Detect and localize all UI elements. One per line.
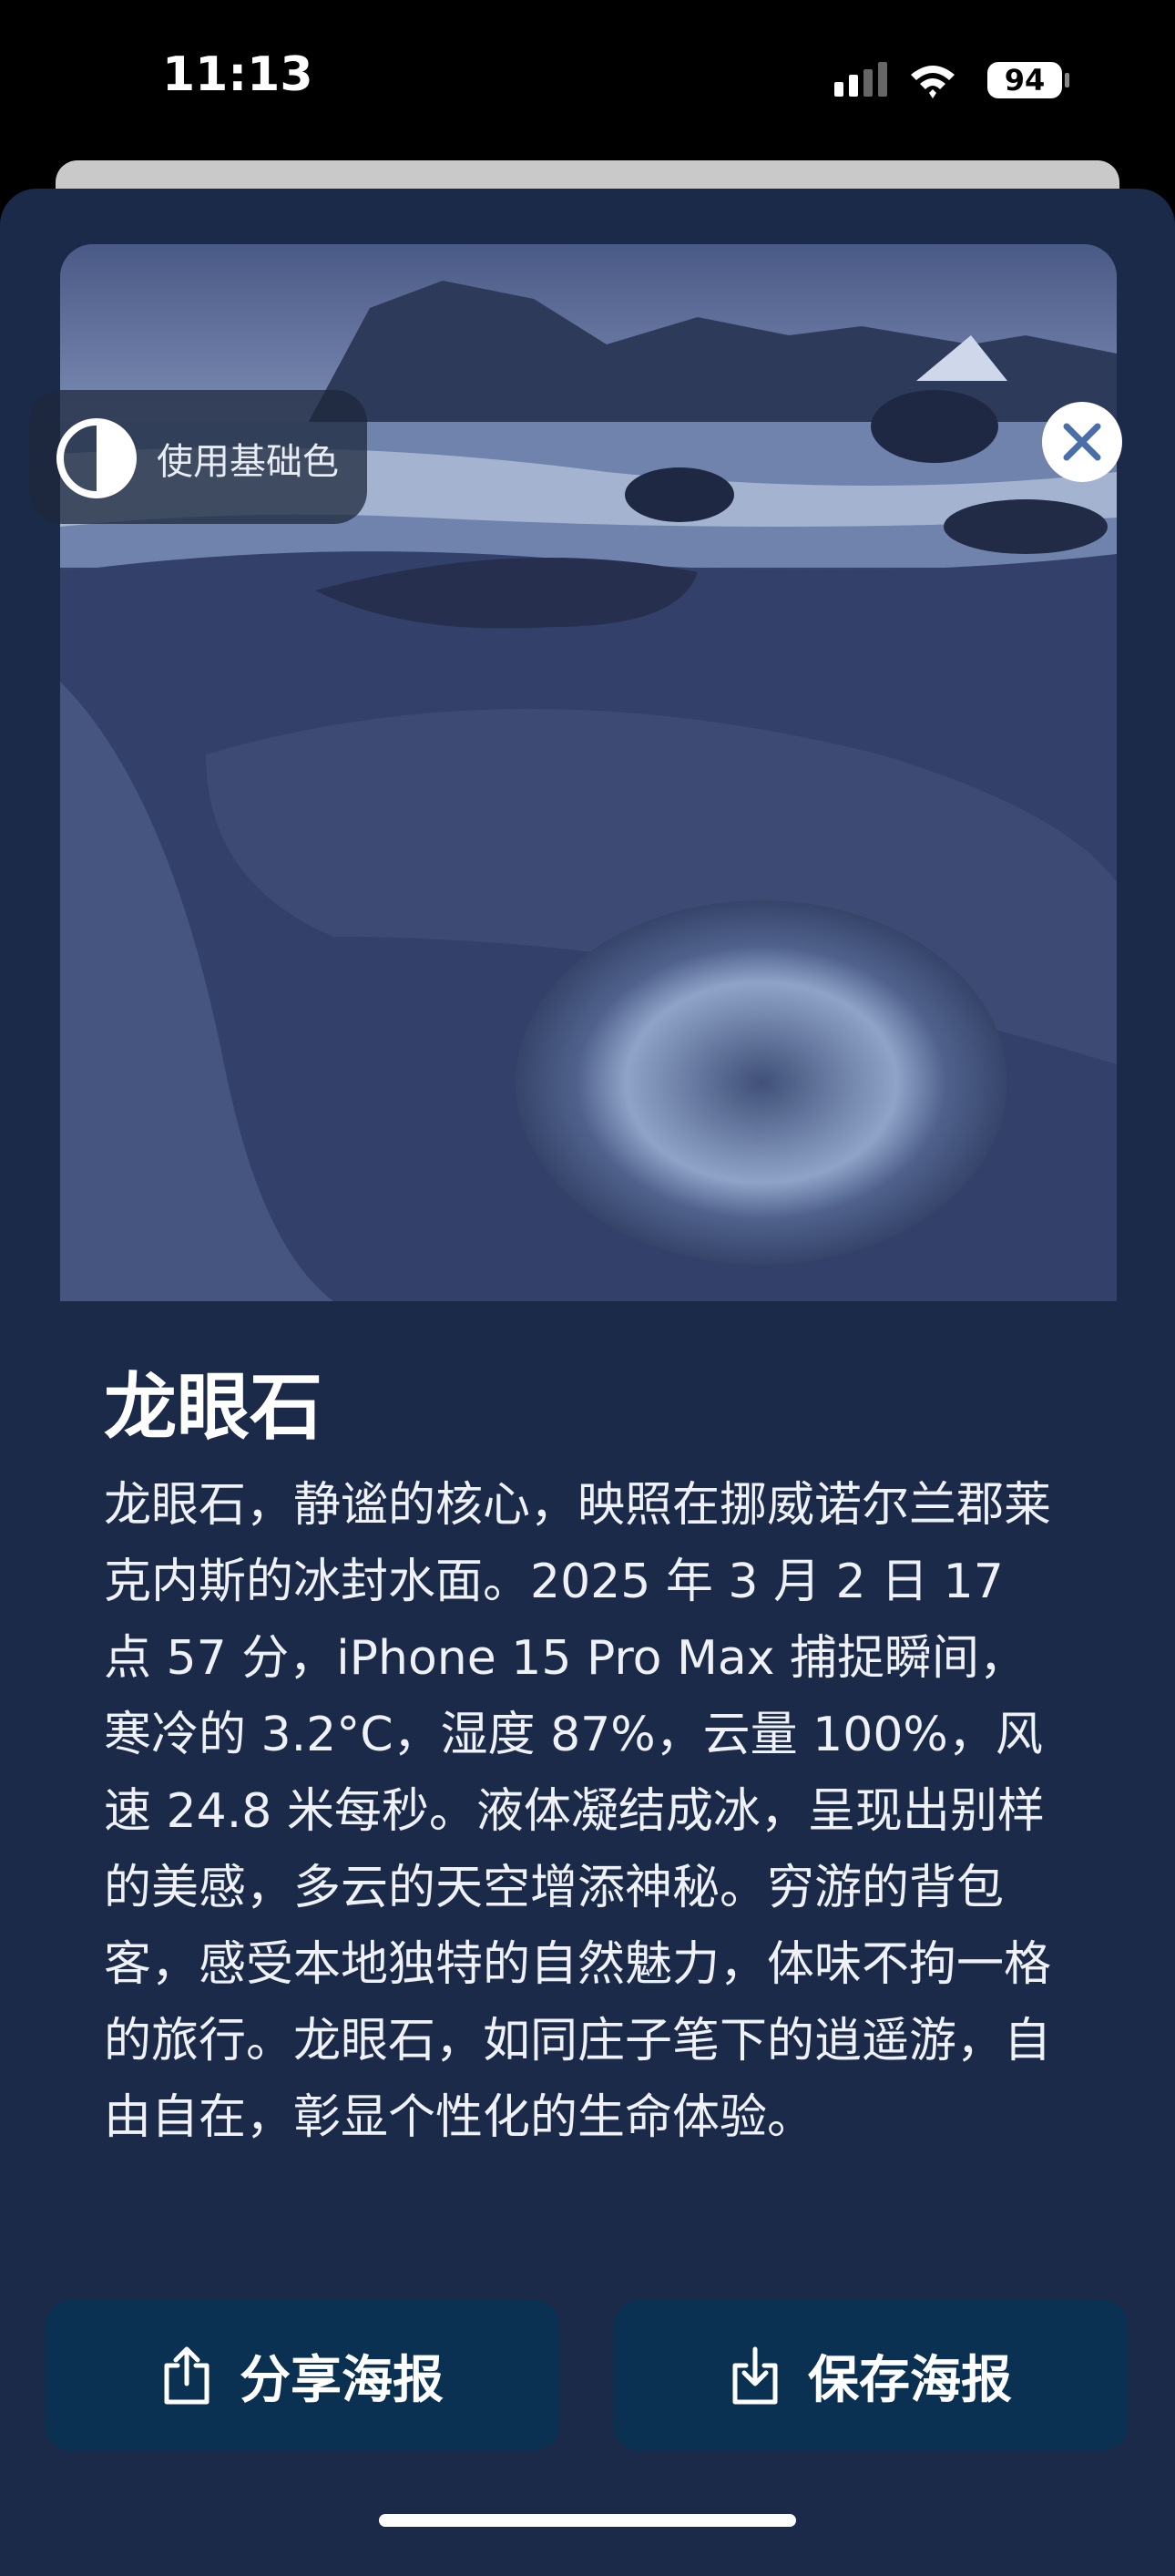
battery-level: 94 <box>1005 63 1046 97</box>
photo-illustration <box>60 244 1117 1301</box>
share-button[interactable]: 分享海报 <box>46 2300 559 2451</box>
badge-label: 使用基础色 <box>157 441 339 483</box>
save-label: 保存海报 <box>808 2350 1012 2410</box>
contrast-icon <box>56 418 137 498</box>
share-icon <box>164 2346 209 2405</box>
poster-photo <box>60 244 1117 1301</box>
share-label: 分享海报 <box>240 2350 444 2410</box>
base-color-toggle[interactable] <box>29 390 367 524</box>
save-button[interactable]: 保存海报 <box>614 2300 1128 2451</box>
poster-title: 龙眼石 <box>104 1365 322 1450</box>
home-indicator <box>379 2514 796 2527</box>
save-icon <box>732 2346 778 2405</box>
status-icons: 94 <box>834 62 1069 98</box>
poster-description: 龙眼石，静谧的核心，映照在挪威诺尔兰郡莱克内斯的冰封水面。2025 年 3 月 … <box>104 1478 1052 2145</box>
close-button[interactable] <box>1041 401 1123 483</box>
status-time: 11:13 <box>162 47 313 102</box>
